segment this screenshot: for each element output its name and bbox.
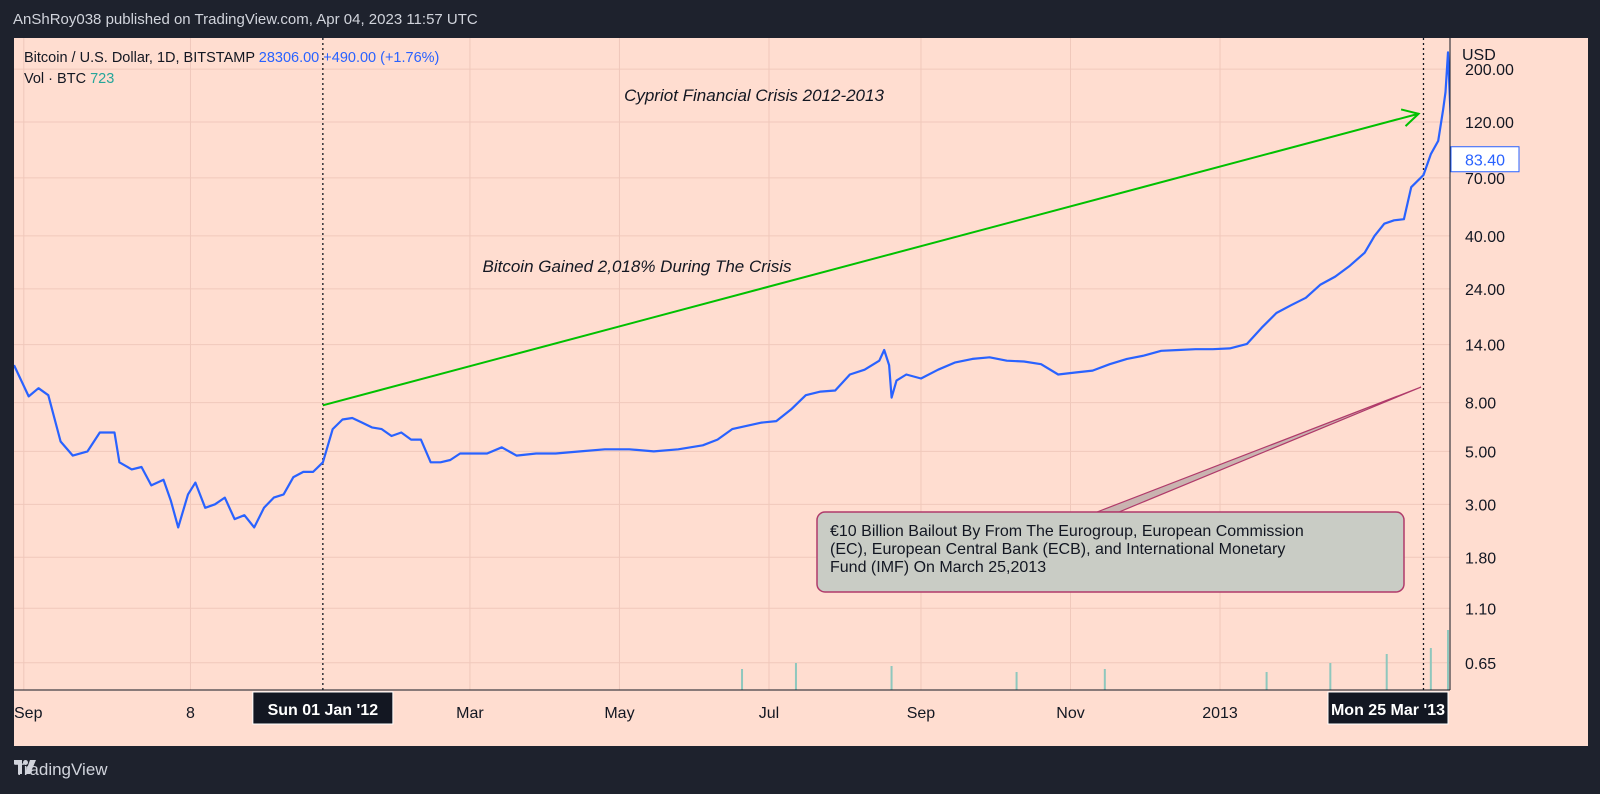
volume-bar (890, 666, 893, 690)
marker-date-badge (252, 691, 394, 725)
legend-vol-label[interactable]: Vol · BTC (24, 71, 87, 87)
price-chart[interactable]: €10 Billion Bailout By From The Eurogrou… (14, 38, 1588, 746)
gain-arrow-head (1400, 108, 1421, 127)
marker-date-label: Mon 25 Mar '13 (1331, 702, 1445, 719)
bailout-callout-text: €10 Billion Bailout By From The Eurogrou… (830, 523, 1304, 576)
gain-annotation: Bitcoin Gained 2,018% During The Crisis (483, 257, 792, 276)
volume-bar (1447, 630, 1449, 690)
y-tick-label: 24.00 (1465, 282, 1505, 299)
tradingview-logo[interactable]: TradingView (14, 760, 108, 780)
y-tick-label: 1.10 (1465, 601, 1496, 618)
x-tick-label: Mar (456, 705, 484, 722)
volume-bar (1015, 672, 1018, 690)
y-tick-label: 14.00 (1465, 338, 1505, 355)
y-tick-label: 120.00 (1465, 115, 1514, 132)
x-tick-label: Jul (759, 705, 779, 722)
y-tick-label: 8.00 (1465, 396, 1496, 413)
x-tick-label: 2013 (1202, 705, 1238, 722)
volume-bar (794, 663, 797, 690)
x-tick-label: Sep (14, 705, 43, 722)
legend-symbol-row: Bitcoin / U.S. Dollar, 1D, BITSTAMP 2830… (24, 48, 439, 69)
x-tick-label: Nov (1056, 705, 1084, 722)
y-tick-label: 40.00 (1465, 229, 1505, 246)
marker-date-badge (1327, 691, 1449, 725)
y-tick-label: 70.00 (1465, 171, 1505, 188)
chart-title-annotation: Cypriot Financial Crisis 2012-2013 (624, 86, 884, 105)
x-tick-label: Sep (907, 705, 936, 722)
gain-arrow-line (322, 112, 1419, 407)
legend-price: 28306.00 (258, 50, 320, 66)
volume-bar (1329, 663, 1332, 690)
y-tick-label: 5.00 (1465, 444, 1496, 461)
legend-symbol[interactable]: Bitcoin / U.S. Dollar, 1D, BITSTAMP (24, 50, 255, 66)
chart-frame[interactable]: €10 Billion Bailout By From The Eurogrou… (14, 38, 1588, 746)
volume-bar (1103, 669, 1106, 690)
legend-volume-row: Vol · BTC 723 (24, 69, 439, 90)
brand-label: TradingView (14, 760, 108, 779)
x-tick-label: 8 (186, 705, 195, 722)
chart-legend: Bitcoin / U.S. Dollar, 1D, BITSTAMP 2830… (24, 48, 439, 90)
y-tick-label: 0.65 (1465, 656, 1496, 673)
price-line (14, 51, 1454, 529)
last-price-badge (1450, 146, 1520, 173)
legend-change: +490.00 (+1.76%) (323, 50, 440, 66)
tradingview-icon (14, 760, 36, 774)
publisher-bar: AnShRoy038 published on TradingView.com,… (0, 0, 1600, 38)
volume-bar (1385, 654, 1388, 690)
price-axis-bg (1450, 38, 1588, 746)
last-price-label: 83.40 (1465, 153, 1505, 170)
currency-label: USD (1462, 47, 1496, 64)
footer-bar: TradingView (0, 746, 1600, 794)
x-tick-label: May (604, 705, 634, 722)
y-tick-label: 200.00 (1465, 62, 1514, 79)
publisher-text: AnShRoy038 published on TradingView.com,… (13, 11, 478, 28)
volume-bar (1265, 672, 1268, 690)
callout-pointer (1096, 386, 1422, 513)
y-tick-label: 3.00 (1465, 497, 1496, 514)
volume-bar (741, 669, 744, 690)
bailout-callout-box (816, 511, 1405, 593)
legend-vol-value: 723 (90, 71, 115, 87)
volume-bar (1429, 648, 1432, 690)
marker-date-label: Sun 01 Jan '12 (268, 702, 379, 719)
y-tick-label: 1.80 (1465, 550, 1496, 567)
